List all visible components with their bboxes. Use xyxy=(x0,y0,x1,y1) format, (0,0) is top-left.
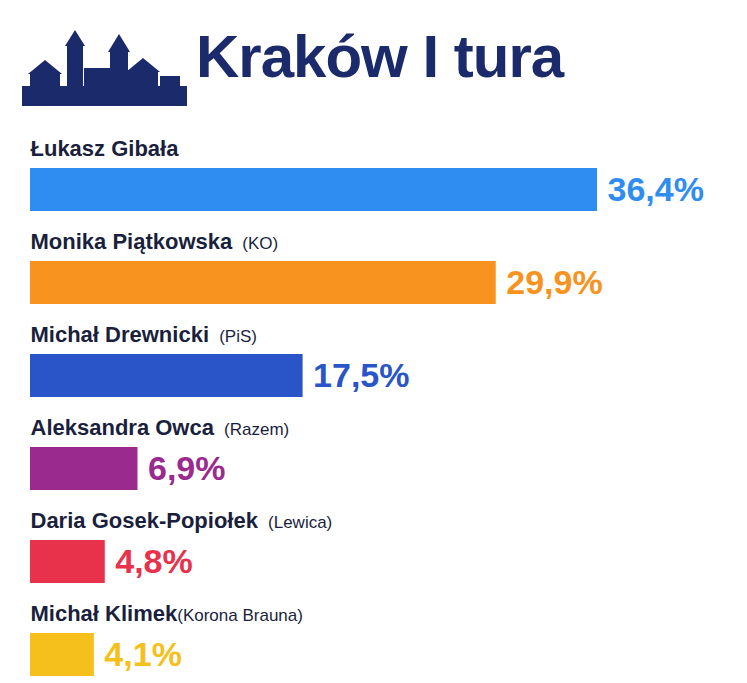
svg-text:Łukasz Gibała: Łukasz Gibała xyxy=(31,136,180,161)
svg-text:36,4%: 36,4% xyxy=(608,170,704,208)
svg-text:4,8%: 4,8% xyxy=(115,542,192,580)
svg-text:Michał Drewnicki (PiS): Michał Drewnicki (PiS) xyxy=(31,322,257,347)
svg-text:29,9%: 29,9% xyxy=(506,263,602,301)
svg-text:6,9%: 6,9% xyxy=(148,449,226,487)
svg-text:Daria Gosek-Popiołek (Lewica): Daria Gosek-Popiołek (Lewica) xyxy=(31,508,333,533)
svg-text:Monika Piątkowska (KO): Monika Piątkowska (KO) xyxy=(31,229,279,254)
svg-text:Aleksandra Owca (Razem): Aleksandra Owca (Razem) xyxy=(31,415,290,440)
svg-text:Michał Klimek(Korona Brauna): Michał Klimek(Korona Brauna) xyxy=(31,601,303,626)
svg-text:17,5%: 17,5% xyxy=(313,356,409,394)
svg-text:4,1%: 4,1% xyxy=(104,635,182,673)
html-text:Kraków I tura: Kraków I tura xyxy=(196,23,564,90)
